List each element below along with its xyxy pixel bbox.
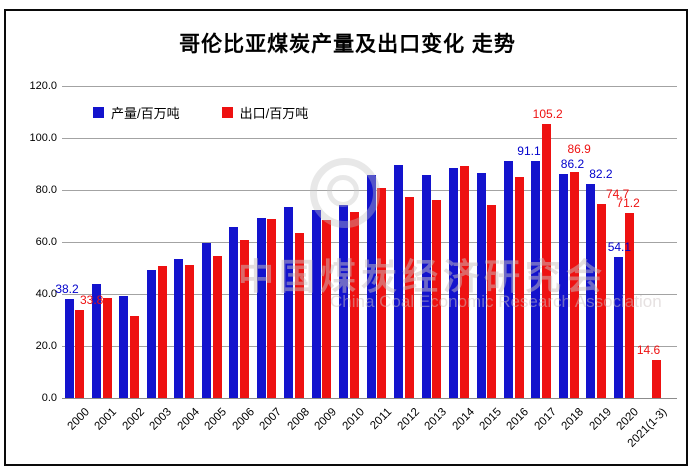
export-bar-2013 [432, 199, 442, 398]
data-label-2020: 54.1 [607, 240, 632, 255]
production-bar-2013 [421, 175, 431, 398]
y-axis-tick-label: 20.0 [35, 340, 57, 352]
export-bar-2011 [377, 187, 387, 398]
export-bar-2002 [130, 316, 140, 398]
production-bar-2012 [394, 164, 404, 398]
export-bar-2007 [267, 218, 277, 398]
export-series-swatch-icon [221, 107, 233, 118]
production-bar-2014 [449, 167, 459, 398]
y-axis-tick-label: 0.0 [41, 392, 57, 404]
data-label-2017: 91.1 [517, 144, 541, 159]
export-bar-2009 [322, 220, 332, 398]
legend: 产量/百万吨 出口/百万吨 [93, 103, 308, 122]
export-bar-2021(1-3) [652, 360, 662, 398]
production-bar-2010 [339, 205, 349, 398]
y-gridline [62, 138, 677, 139]
production-bar-2019 [586, 184, 596, 398]
y-gridline [62, 86, 677, 87]
data-label-2019: 74.7 [605, 186, 630, 201]
export-bar-2018 [569, 172, 579, 398]
chart-title: 哥伦比亚煤炭产量及出口变化 走势 [179, 33, 516, 56]
production-bar-2015 [476, 173, 486, 398]
production-bar-2003 [146, 270, 156, 398]
data-label-2020: 71.2 [616, 195, 640, 210]
production-series-swatch-icon [93, 107, 104, 118]
data-label-2018: 86.2 [560, 156, 585, 171]
export-bar-2014 [459, 166, 469, 398]
export-bar-2012 [404, 197, 414, 398]
y-gridline [62, 398, 677, 399]
data-label-2018: 86.9 [567, 142, 591, 157]
export-bar-2019 [597, 203, 607, 398]
y-axis-tick-label: 100.0 [29, 132, 57, 144]
export-bar-2000 [75, 310, 85, 398]
data-label-2021(1-3): 14.6 [636, 343, 661, 358]
production-bar-2011 [366, 175, 376, 398]
production-bar-2020 [613, 257, 623, 398]
legend-label-production: 产量/百万吨 [111, 106, 180, 121]
export-bar-2016 [514, 177, 524, 398]
export-bar-2003 [157, 266, 167, 398]
data-label-2019: 82.2 [589, 167, 613, 182]
legend-label-export: 出口/百万吨 [239, 106, 309, 121]
data-label-2000: 38.2 [55, 281, 79, 296]
export-bar-2010 [349, 211, 359, 398]
legend-item-export: 出口/百万吨 [221, 103, 309, 122]
export-bar-2006 [240, 239, 250, 398]
legend-item-production: 产量/百万吨 [93, 103, 180, 122]
production-bar-2007 [256, 218, 266, 398]
export-bar-2004 [185, 265, 195, 398]
export-bar-2017 [542, 124, 552, 398]
production-bar-2001 [91, 283, 101, 398]
y-axis-tick-label: 80.0 [35, 184, 57, 196]
export-bar-2001 [102, 297, 112, 398]
production-bar-2008 [284, 206, 294, 398]
y-axis-tick-label: 40.0 [35, 288, 57, 300]
y-axis-tick-label: 120.0 [29, 80, 57, 92]
data-label-2017: 105.2 [532, 107, 563, 122]
production-bar-2016 [504, 161, 514, 398]
export-bar-2020 [624, 212, 634, 398]
production-bar-2002 [119, 296, 129, 398]
production-bar-2006 [229, 226, 239, 398]
y-axis-tick-label: 60.0 [35, 236, 57, 248]
production-bar-2004 [174, 258, 184, 398]
production-bar-2009 [311, 209, 321, 398]
production-bar-2018 [558, 173, 568, 398]
production-bar-2017 [531, 161, 541, 398]
production-bar-2005 [201, 243, 211, 398]
export-bar-2005 [212, 256, 222, 398]
export-bar-2015 [487, 204, 497, 398]
data-label-2000: 33.8 [80, 293, 104, 308]
export-bar-2008 [294, 233, 304, 398]
production-bar-2000 [64, 298, 74, 398]
